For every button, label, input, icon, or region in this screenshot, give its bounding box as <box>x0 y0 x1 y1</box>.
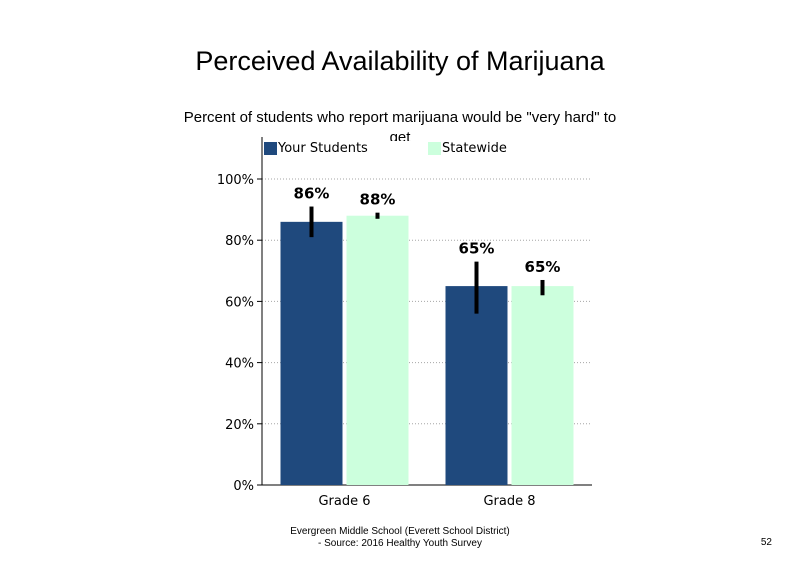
y-tick-label: 40% <box>225 357 254 372</box>
page-number: 52 <box>760 537 772 548</box>
legend-label-statewide: Statewide <box>442 141 507 156</box>
y-tick-label: 80% <box>225 234 254 249</box>
bar <box>280 221 343 485</box>
legend-label-your-students: Your Students <box>278 141 368 156</box>
footer-school: Evergreen Middle School (Everett School … <box>290 526 510 537</box>
bar <box>511 286 574 485</box>
y-tick-label: 60% <box>225 295 254 310</box>
legend-swatch-your-students <box>264 142 277 155</box>
chart-subtitle: Percent of students who report marijuana… <box>183 109 617 141</box>
footer-source-line: - Source: 2016 Healthy Youth Survey <box>318 538 482 549</box>
data-label: 86% <box>294 185 330 203</box>
x-tick-label: Grade 8 <box>483 494 535 509</box>
y-tick-label: 20% <box>225 418 254 433</box>
data-label: 65% <box>525 258 561 276</box>
chart-title: Perceived Availability of Marijuana <box>195 46 605 76</box>
x-tick-label: Grade 6 <box>318 494 370 509</box>
legend-swatch-statewide <box>428 142 441 155</box>
y-tick-label: 0% <box>233 479 254 494</box>
bar <box>346 215 409 485</box>
data-label: 88% <box>360 191 396 209</box>
data-label: 65% <box>459 240 495 258</box>
bar <box>445 286 508 485</box>
footer-source: Evergreen Middle School (Everett School … <box>200 526 600 550</box>
y-tick-label: 100% <box>217 173 254 188</box>
